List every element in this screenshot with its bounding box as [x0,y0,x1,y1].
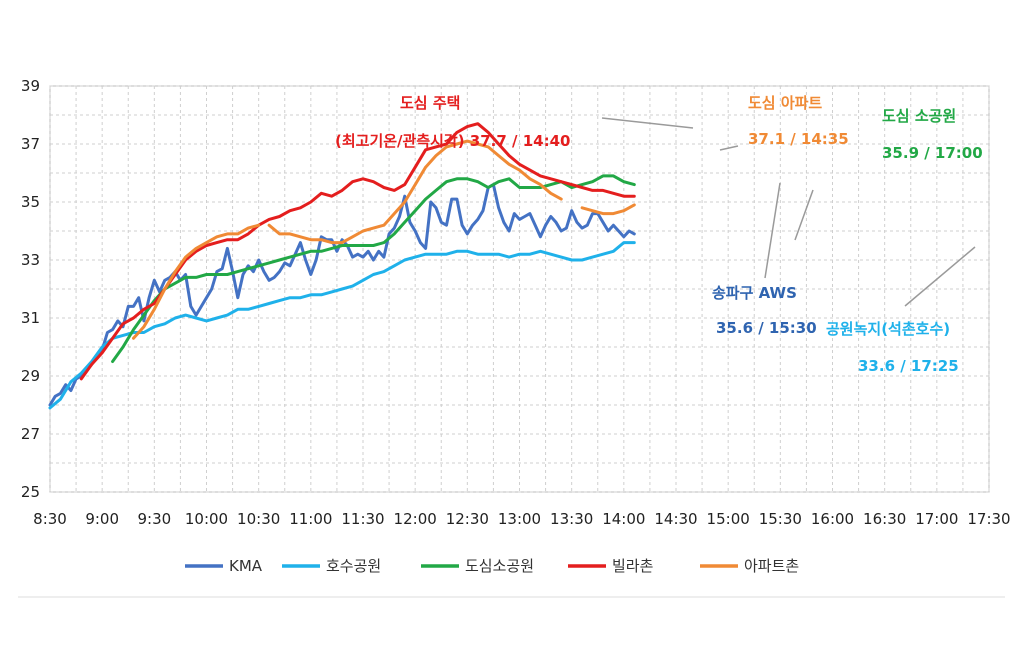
legend-label: 빌라촌 [612,557,653,575]
x-tick-label: 15:00 [707,510,750,528]
annotation-leader-line [601,117,694,129]
series-lines [48,122,636,410]
x-tick-label: 13:00 [498,510,541,528]
y-tick-label: 25 [21,483,40,501]
y-tick-label: 37 [21,135,40,153]
x-tick-label: 9:30 [137,510,171,528]
annotation-leader-line [764,182,781,279]
annotation-aws-title: 송파구 AWS [712,284,797,302]
series-line [132,223,261,340]
series-line [111,174,636,363]
y-tick-label: 35 [21,193,40,211]
x-tick-label: 13:30 [550,510,593,528]
x-tick-label: 11:30 [341,510,384,528]
y-tick-label: 31 [21,309,40,327]
x-tick-label: 16:30 [863,510,906,528]
annotation-leader-line [904,246,976,307]
legend-label: KMA [229,557,263,575]
legend-label: 호수공원 [326,557,381,575]
x-axis-ticks: 8:30 9:00 9:30 10:00 10:30 11:00 11:30 12:00 12:… [33,510,1010,528]
x-tick-label: 11:00 [289,510,332,528]
x-tick-label: 17:00 [915,510,958,528]
legend-label: 도심소공원 [465,557,534,575]
x-tick-label: 9:00 [85,510,119,528]
x-tick-label: 10:30 [237,510,280,528]
series-line [48,183,636,407]
annotation-leader-lines [601,117,976,307]
y-tick-label: 29 [21,367,40,385]
y-tick-label: 33 [21,251,40,269]
series-line [48,241,636,410]
x-tick-label: 14:30 [654,510,697,528]
y-tick-label: 27 [21,425,40,443]
legend-label: 아파트촌 [744,557,799,575]
x-tick-label: 14:00 [602,510,645,528]
annotation-aws-sub: 35.6 / 15:30 [716,319,817,337]
annotation-apt-sub: 37.1 / 14:35 [748,130,849,148]
x-tick-label: 12:00 [394,510,437,528]
annotation-leader-line [719,145,739,151]
x-tick-label: 10:00 [185,510,228,528]
x-tick-label: 12:30 [446,510,489,528]
series-line [580,203,636,216]
annotation-green-sub: 33.6 / 17:25 [858,357,959,375]
grid [49,85,990,493]
annotation-house-title: 도심 주택 [400,94,460,112]
annotation-apt-title: 도심 아파트 [748,94,822,112]
x-tick-label: 8:30 [33,510,67,528]
x-tick-label: 15:30 [759,510,802,528]
x-tick-label: 17:30 [967,510,1010,528]
annotation-green-title: 공원녹지(석촌호수) [826,320,950,338]
series-line [267,139,563,245]
annotation-leader-line [794,189,814,241]
annotation-house-sub: (최고기온/관측시각) 37.7 / 14:40 [335,132,571,150]
y-axis-ticks: 25 27 29 31 33 35 37 39 [21,77,40,501]
y-tick-label: 39 [21,77,40,95]
x-tick-label: 16:00 [811,510,854,528]
legend: KMA 호수공원 도심소공원 빌라촌 아파트촌 [185,557,799,575]
annotation-park-sub: 35.9 / 17:00 [882,144,983,162]
annotation-park-title: 도심 소공원 [882,107,956,125]
